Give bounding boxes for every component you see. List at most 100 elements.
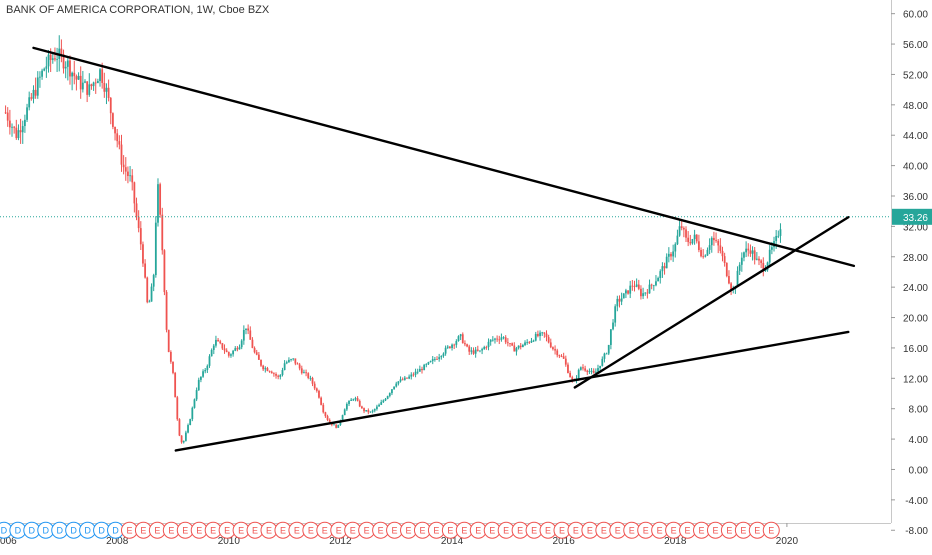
candle-body bbox=[28, 97, 31, 108]
candle-body bbox=[670, 253, 672, 257]
candle-body bbox=[139, 228, 142, 245]
candle-body bbox=[579, 367, 582, 370]
candle-body bbox=[298, 364, 301, 369]
dividend-marker-label: D bbox=[1, 526, 8, 536]
earnings-marker-label: E bbox=[433, 526, 439, 536]
candle-body bbox=[461, 334, 464, 344]
candle-body bbox=[680, 226, 683, 228]
earnings-marker-label: E bbox=[238, 526, 244, 536]
candle-body bbox=[148, 301, 151, 303]
candle-body bbox=[266, 368, 269, 371]
candle-body bbox=[107, 87, 110, 98]
candle-body bbox=[182, 440, 185, 443]
earnings-marker-label: E bbox=[685, 526, 691, 536]
candle-body bbox=[225, 350, 228, 353]
candle-body bbox=[142, 244, 144, 264]
candle-body bbox=[496, 338, 499, 340]
candle-body bbox=[367, 410, 370, 413]
candle-body bbox=[713, 237, 715, 241]
candle-body bbox=[408, 376, 411, 379]
earnings-marker-label: E bbox=[754, 526, 760, 536]
candle-body bbox=[534, 333, 537, 341]
candle-body bbox=[279, 374, 282, 377]
candle-body bbox=[530, 340, 533, 343]
candle-body bbox=[753, 250, 756, 260]
candle-body bbox=[69, 60, 71, 77]
candle-body bbox=[388, 393, 391, 397]
candle-body bbox=[747, 248, 750, 251]
candle-body bbox=[743, 252, 745, 258]
candle-body bbox=[423, 364, 426, 371]
candle-body bbox=[406, 377, 408, 379]
earnings-marker-label: E bbox=[726, 526, 732, 536]
candle-body bbox=[296, 363, 299, 365]
candle-body bbox=[560, 356, 563, 357]
candle-body bbox=[326, 416, 329, 420]
candle-body bbox=[264, 368, 267, 370]
candle-body bbox=[109, 97, 112, 114]
candle-body bbox=[444, 347, 447, 354]
candle-body bbox=[127, 171, 129, 177]
candle-body bbox=[421, 368, 423, 371]
candle-body bbox=[764, 269, 767, 272]
dividend-marker-label: D bbox=[112, 526, 119, 536]
earnings-marker-label: E bbox=[587, 526, 593, 536]
candle-body bbox=[122, 164, 125, 168]
candle-body bbox=[204, 369, 207, 372]
candle-body bbox=[197, 379, 200, 391]
candle-body bbox=[541, 332, 544, 334]
candle-body bbox=[605, 353, 608, 355]
candle-body bbox=[455, 341, 458, 345]
candle-body bbox=[157, 184, 159, 223]
candle-body bbox=[655, 281, 657, 286]
candle-body bbox=[672, 251, 675, 257]
y-tick-label: -4.00 bbox=[905, 496, 928, 507]
candle-body bbox=[755, 258, 758, 260]
candle-body bbox=[210, 350, 213, 357]
candle-body bbox=[215, 339, 217, 346]
candle-body bbox=[777, 235, 780, 237]
earnings-marker-label: E bbox=[154, 526, 160, 536]
candle-body bbox=[474, 349, 477, 354]
candle-body bbox=[650, 284, 653, 286]
candle-body bbox=[26, 107, 28, 120]
candle-body bbox=[721, 250, 724, 257]
earnings-marker-label: E bbox=[712, 526, 718, 536]
candle-body bbox=[689, 242, 692, 244]
candle-body bbox=[749, 250, 752, 254]
candle-body bbox=[313, 383, 316, 389]
candle-body bbox=[324, 412, 327, 417]
earnings-marker-label: E bbox=[768, 526, 774, 536]
candle-body bbox=[369, 411, 372, 413]
candle-body bbox=[384, 398, 387, 401]
candle-body bbox=[270, 371, 273, 374]
candle-body bbox=[569, 372, 572, 378]
candle-body bbox=[682, 227, 685, 230]
candle-body bbox=[64, 66, 67, 69]
x-tick-label: 2008 bbox=[106, 536, 129, 547]
x-tick-label: 2010 bbox=[218, 536, 241, 547]
candle-body bbox=[545, 333, 548, 338]
candle-body bbox=[725, 262, 728, 277]
candle-body bbox=[309, 377, 312, 379]
y-tick-label: 4.00 bbox=[909, 435, 929, 446]
candle-body bbox=[144, 263, 147, 278]
candle-body bbox=[303, 372, 305, 374]
candle-body bbox=[451, 344, 453, 348]
candle-body bbox=[607, 344, 610, 354]
candle-body bbox=[133, 182, 136, 204]
candle-body bbox=[513, 345, 516, 352]
candle-body bbox=[633, 285, 636, 287]
candle-body bbox=[154, 222, 157, 276]
dividend-marker-label: D bbox=[70, 526, 77, 536]
candle-body bbox=[105, 87, 108, 92]
candle-body bbox=[380, 402, 383, 405]
earnings-marker-label: E bbox=[489, 526, 495, 536]
candle-body bbox=[112, 113, 114, 127]
earnings-marker-label: E bbox=[392, 526, 398, 536]
candle-body bbox=[442, 353, 445, 357]
candle-body bbox=[472, 350, 475, 354]
candle-body bbox=[620, 298, 623, 302]
candle-body bbox=[11, 126, 13, 128]
